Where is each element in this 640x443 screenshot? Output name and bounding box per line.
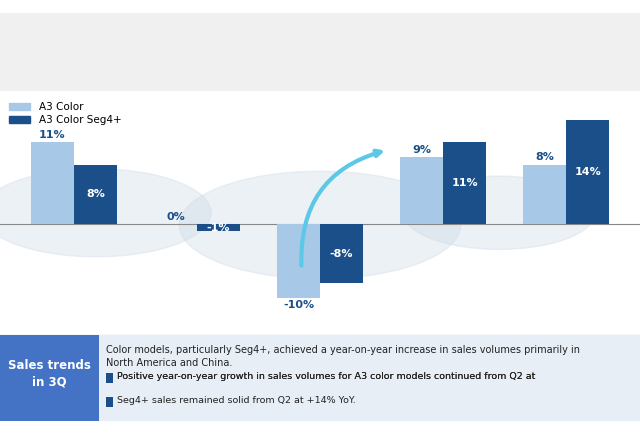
Bar (0, 335, 99, 421)
Text: Color models, particularly Seg4+, achieved a year-on-year increase in sales volu: Color models, particularly Seg4+, achiev… (106, 346, 580, 368)
Circle shape (515, 29, 579, 73)
Bar (106, 397, 113, 407)
Bar (523, 165, 566, 224)
Bar (320, 224, 363, 283)
Legend: A3 Color, A3 Color Seg4+: A3 Color, A3 Color Seg4+ (5, 98, 125, 130)
Text: YoY growth rate of sales volumes for A3 color office models: YoY growth rate of sales volumes for A3 … (13, 67, 481, 81)
Text: 8%: 8% (535, 152, 554, 163)
Bar (400, 157, 443, 224)
Circle shape (0, 169, 211, 257)
Circle shape (403, 176, 595, 249)
Text: 8%: 8% (86, 189, 105, 199)
Text: 9%: 9% (412, 145, 431, 155)
Text: KONICA MINOLTA: KONICA MINOLTA (531, 70, 578, 74)
Text: Positive year-on-year growth in sales volumes for A3 color models continued from: Positive year-on-year growth in sales vo… (117, 372, 582, 381)
Text: Sales trends
in 3Q: Sales trends in 3Q (8, 359, 91, 389)
Bar (443, 142, 486, 224)
Text: Seg4+ sales remained solid from Q2 at +14% YoY.: Seg4+ sales remained solid from Q2 at +1… (117, 396, 356, 405)
Bar (74, 165, 117, 224)
Text: Business Topic 2: Office Business
Momentum in sales of A3 color models & shift t: Business Topic 2: Office Business Moment… (13, 43, 416, 74)
Text: Positive year-on-year growth in sales volumes for A3 color models continued from: Positive year-on-year growth in sales vo… (117, 372, 538, 381)
Text: 0%: 0% (166, 212, 185, 222)
Bar (197, 224, 240, 231)
Text: 11%: 11% (39, 130, 66, 140)
Text: Positive year-on-year growth in sales volumes for A3 color models continued from: Positive year-on-year growth in sales vo… (117, 372, 538, 381)
Bar (566, 120, 609, 224)
Text: -1%: -1% (207, 222, 230, 233)
Bar (106, 373, 113, 383)
Bar (277, 224, 320, 298)
Bar (0, 13, 8, 90)
Bar (31, 142, 74, 224)
Text: 11%: 11% (451, 178, 478, 188)
Text: 14%: 14% (574, 167, 601, 177)
Text: -8%: -8% (330, 249, 353, 259)
Circle shape (179, 171, 461, 279)
Text: -10%: -10% (283, 300, 314, 310)
